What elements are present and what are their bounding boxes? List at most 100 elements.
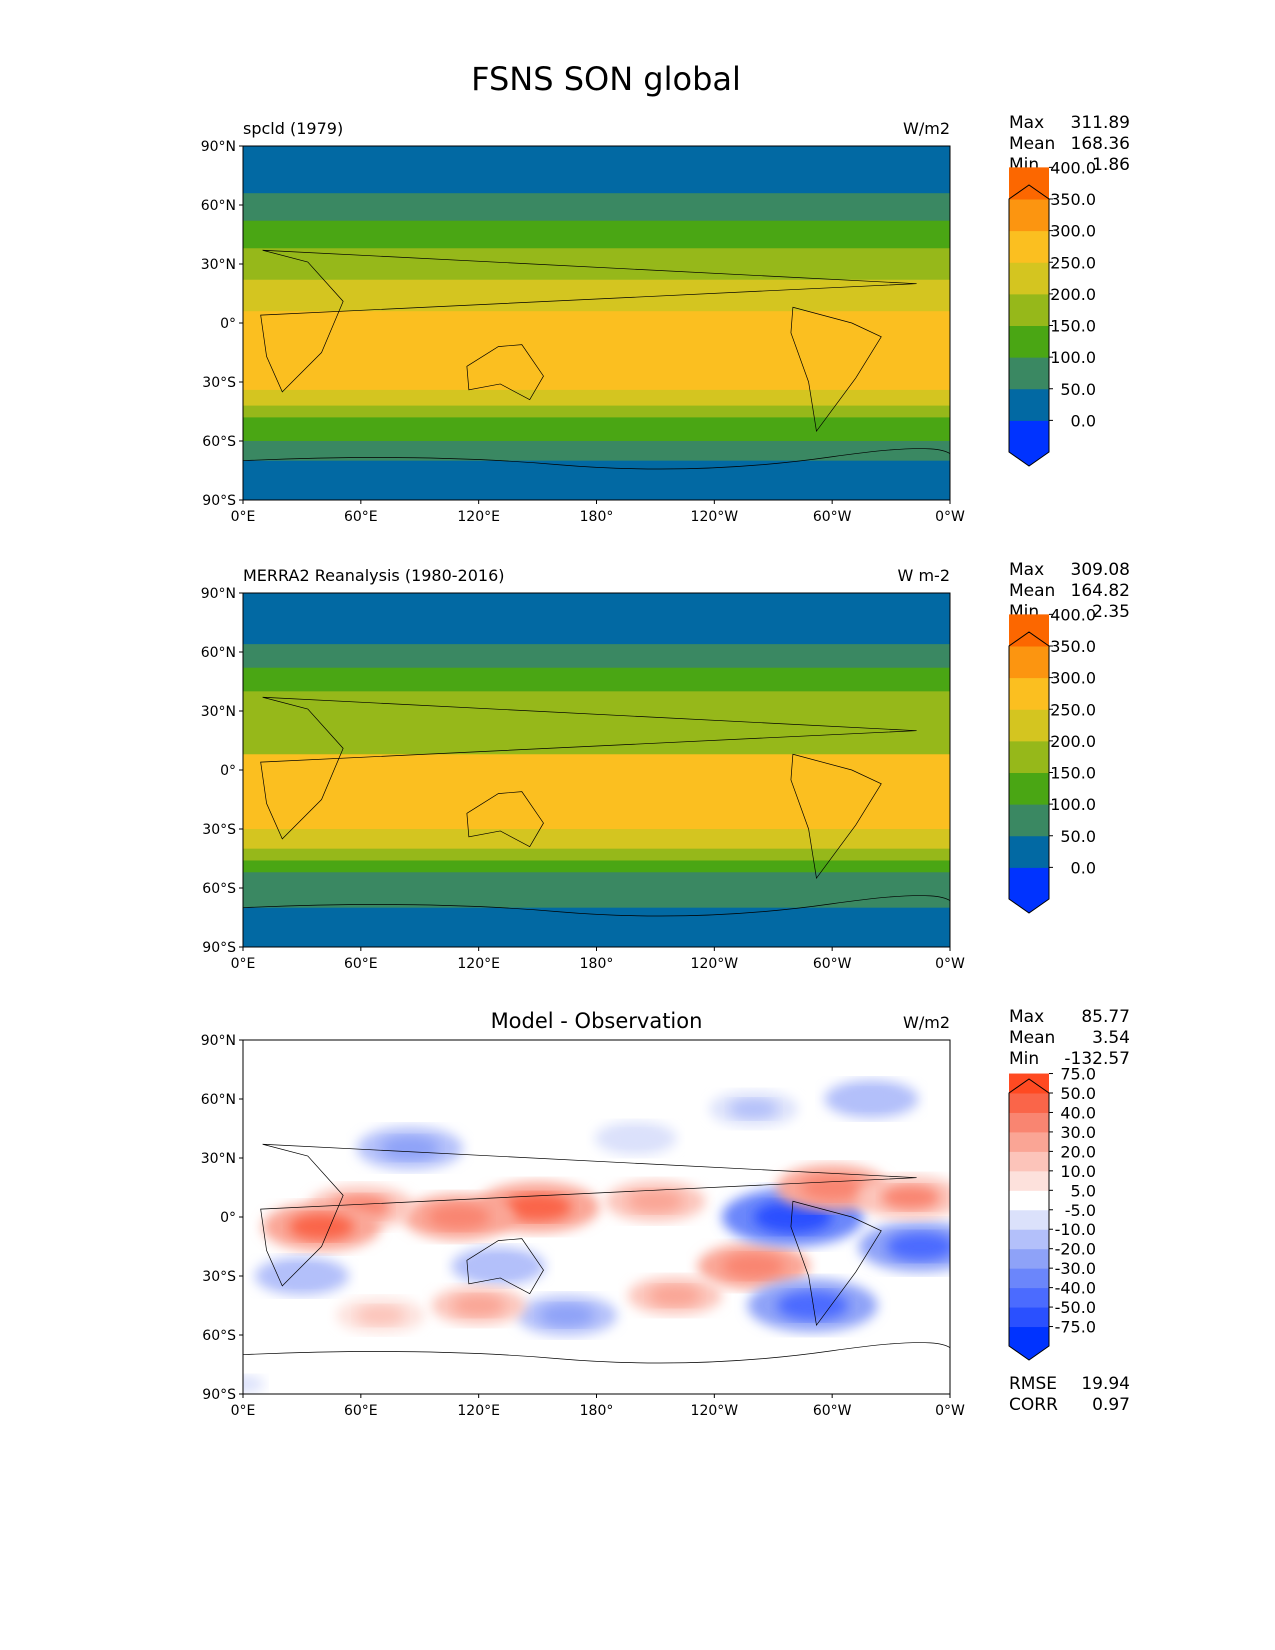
field-band <box>243 193 950 222</box>
field-band <box>243 593 950 645</box>
colorbar-tick-label: 250.0 <box>1050 700 1096 719</box>
map-field <box>243 593 950 947</box>
panel-title: spcld (1979) <box>243 119 343 138</box>
lat-tick-label: 60°N <box>201 645 236 661</box>
lat-tick-label: 0° <box>220 763 236 779</box>
coastline-antarctica <box>243 895 950 917</box>
lon-tick-label: 120°W <box>691 509 739 525</box>
colorbar-segment <box>1009 1151 1049 1172</box>
lon-tick-label: 0°E <box>231 509 256 525</box>
lat-tick-label: 60°N <box>201 1092 236 1108</box>
colorbar-tick-label: -5.0 <box>1065 1201 1096 1220</box>
colorbar-tick-label: 50.0 <box>1060 827 1096 846</box>
colorbar-tick-label: 400.0 <box>1050 605 1096 624</box>
colorbar-segment <box>1009 804 1049 837</box>
field-band <box>243 311 950 391</box>
colorbar-tick-label: 5.0 <box>1071 1181 1096 1200</box>
stat-value: 309.08 <box>1071 560 1130 580</box>
field-band <box>243 691 950 728</box>
map-field <box>243 1040 950 1394</box>
colorbar-segment <box>1009 1170 1049 1191</box>
anomaly-core <box>452 1295 505 1316</box>
anomaly-core <box>881 1185 940 1210</box>
lon-tick-label: 120°W <box>691 1403 739 1419</box>
field-band <box>243 460 950 500</box>
coastline-australia <box>466 344 544 401</box>
field-band <box>243 146 950 194</box>
anomaly-core <box>380 1136 440 1160</box>
field-band <box>243 248 950 281</box>
colorbar-segment <box>1009 325 1049 358</box>
colorbar-tick-label: 10.0 <box>1060 1162 1096 1181</box>
colorbar-tick-label: -75.0 <box>1055 1318 1096 1337</box>
coastline-south-america <box>790 306 882 433</box>
anomaly-core <box>356 1305 405 1326</box>
anomaly-core <box>729 1099 778 1119</box>
field-band <box>243 829 950 850</box>
lon-tick-label: 0°W <box>935 956 965 972</box>
colorbar-segment <box>1009 740 1049 773</box>
colorbar-segment <box>1009 1248 1049 1269</box>
panel-title: MERRA2 Reanalysis (1980-2016) <box>243 566 505 585</box>
colorbar-tick-label: 50.0 <box>1060 1084 1096 1103</box>
lon-tick-label: 0°W <box>935 509 965 525</box>
colorbar-segment <box>1009 1190 1049 1211</box>
colorbar-tick-label: 150.0 <box>1050 317 1096 336</box>
colorbar-tick-label: 350.0 <box>1050 637 1096 656</box>
colorbar-tick-label: 40.0 <box>1060 1103 1096 1122</box>
lat-tick-label: 0° <box>220 316 236 332</box>
stat-label: Mean <box>1009 1028 1055 1048</box>
field-band <box>243 848 950 861</box>
lon-tick-label: 120°W <box>691 956 739 972</box>
anomaly-core <box>539 1304 595 1327</box>
anomaly-core <box>649 1285 701 1307</box>
map-panel-0: 90°N 60°N 30°N 0° 30°S 60°S 90°S0°E 60°E 120°E 18… <box>201 113 1130 525</box>
colorbar-tick-label: -50.0 <box>1055 1298 1096 1317</box>
field-band <box>243 872 950 909</box>
lat-tick-label: 90°N <box>201 586 236 602</box>
stat-label: RMSE <box>1009 1374 1057 1394</box>
colorbar-segment <box>1009 293 1049 326</box>
colorbar-tick-label: 250.0 <box>1050 253 1096 272</box>
lat-tick-label: 0° <box>220 1210 236 1226</box>
colorbar-segment <box>1009 835 1049 868</box>
lat-tick-label: 30°S <box>202 1269 236 1285</box>
colorbar-tick-label: -20.0 <box>1055 1240 1096 1259</box>
stat-label: Min <box>1009 1049 1039 1069</box>
figure-title: FSNS SON global <box>471 60 741 98</box>
lat-tick-label: 30°N <box>201 704 236 720</box>
colorbar-extend-min <box>1009 452 1049 466</box>
colorbar-tick-label: 100.0 <box>1050 348 1096 367</box>
colorbar-tick-label: 50.0 <box>1060 380 1096 399</box>
colorbar-tick-label: -40.0 <box>1055 1279 1096 1298</box>
anomaly-core <box>627 1190 683 1213</box>
lon-tick-label: 60°E <box>344 956 378 972</box>
colorbar-tick-label: 300.0 <box>1050 222 1096 241</box>
stat-value: 0.97 <box>1092 1395 1130 1415</box>
map-field <box>243 146 950 500</box>
panel-units: W/m2 <box>903 119 950 138</box>
colorbar-segment <box>1009 646 1049 679</box>
stat-label: Max <box>1009 1007 1044 1027</box>
coastline-australia <box>466 791 544 848</box>
colorbar-tick-label: 0.0 <box>1071 411 1096 430</box>
field-band <box>243 417 950 442</box>
colorbar-tick-label: 300.0 <box>1050 669 1096 688</box>
field-band <box>243 644 950 669</box>
colorbar-tick-label: 350.0 <box>1050 190 1096 209</box>
colorbar-segment <box>1009 1229 1049 1250</box>
anomaly-core <box>289 1213 355 1241</box>
lon-tick-label: 0°E <box>231 956 256 972</box>
lon-tick-label: 120°E <box>457 1403 500 1419</box>
lat-tick-label: 90°S <box>202 940 236 956</box>
colorbar-tick-label: 30.0 <box>1060 1123 1096 1142</box>
field-band <box>243 389 950 407</box>
colorbar-segment <box>1009 262 1049 295</box>
colorbar-segment <box>1009 1131 1049 1152</box>
stat-label: Mean <box>1009 581 1055 601</box>
anomaly-core <box>753 1201 832 1233</box>
stat-value: 164.82 <box>1071 581 1130 601</box>
colorbar-tick-label: -30.0 <box>1055 1259 1096 1278</box>
anomaly-core <box>886 1232 950 1261</box>
